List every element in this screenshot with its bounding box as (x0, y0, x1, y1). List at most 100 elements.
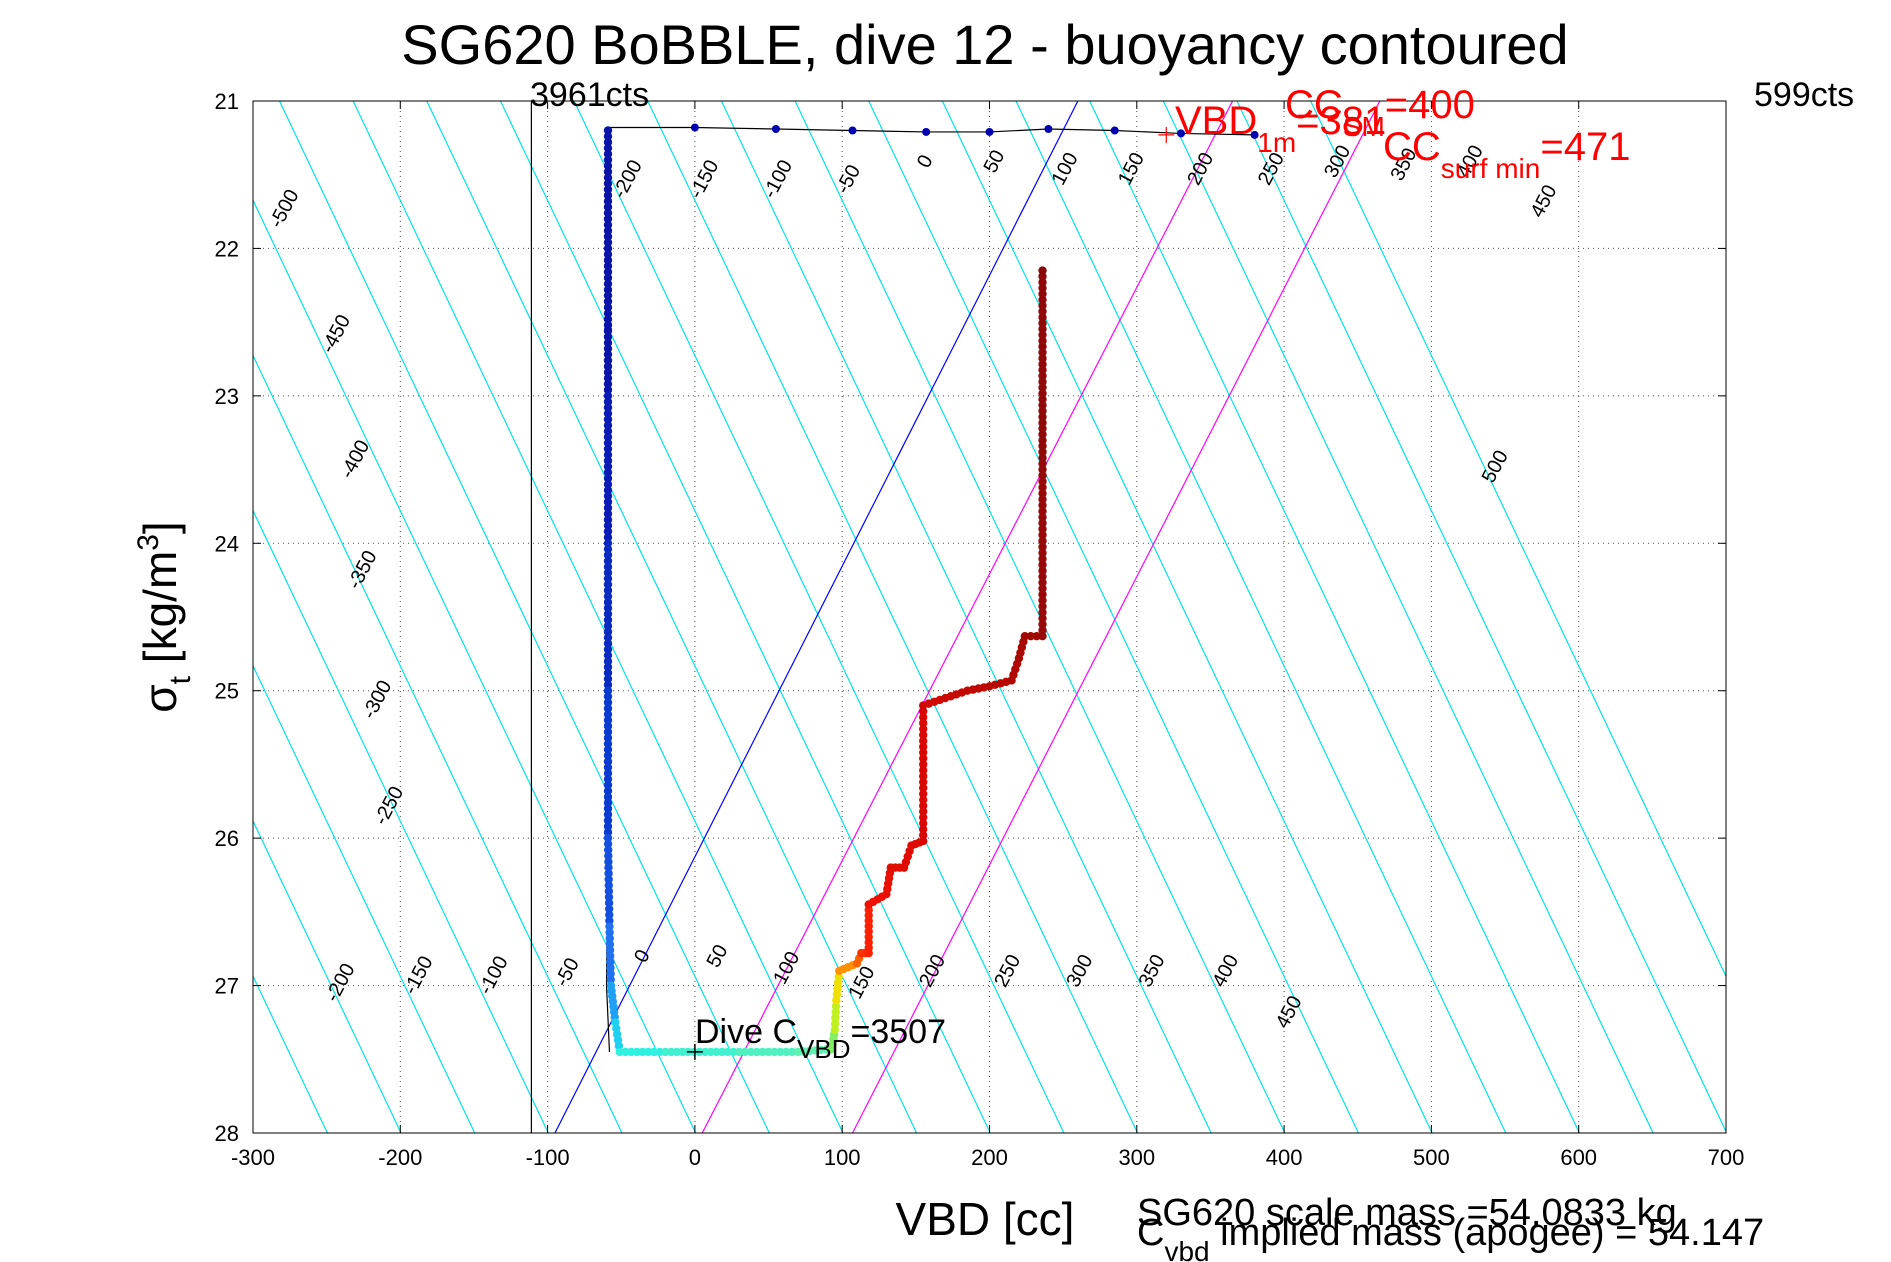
magenta-reference-line (701, 101, 1234, 1133)
profile-point (603, 704, 613, 713)
profile-point (605, 934, 614, 943)
profile-point (603, 774, 613, 784)
profile-point (1038, 324, 1047, 334)
profile-point (919, 748, 928, 757)
profile-point (1038, 536, 1047, 546)
dive-cvbd-sub: VBD (797, 1034, 850, 1064)
profile-point (1038, 620, 1047, 629)
profile-point (603, 314, 613, 324)
surface-point (771, 125, 780, 134)
contour-line (720, 101, 1212, 1133)
profile-point (1038, 371, 1047, 381)
y-tick-label: 25 (215, 679, 239, 704)
profile-point (603, 580, 613, 589)
profile-point (1038, 459, 1047, 468)
contour-label: -450 (317, 311, 355, 357)
profile-point (603, 220, 613, 230)
contour-label: -200 (321, 960, 359, 1006)
contour-line (1015, 101, 1507, 1133)
profile-point (603, 763, 613, 772)
x-axis-ticks: -300 -200 -100 0 100 200 300 400 500 600 700 (231, 101, 1744, 1170)
x-tick-label: 300 (1118, 1145, 1155, 1170)
cc-sm-value: =400 (1385, 83, 1475, 127)
x-tick-label: -100 (526, 1145, 570, 1170)
profile-point (603, 592, 613, 601)
profile-point (603, 279, 613, 289)
profile-point (1038, 614, 1047, 623)
profile-point (603, 845, 613, 855)
profile-point (605, 945, 615, 955)
profile-point (1032, 631, 1041, 641)
profile-point (919, 819, 928, 828)
profile-point (1038, 406, 1047, 416)
profile-point (603, 161, 613, 171)
profile-point (1038, 542, 1047, 552)
profile-point (1038, 524, 1047, 534)
profile-point (1038, 319, 1047, 328)
x-tick-label: 600 (1560, 1145, 1597, 1170)
profile-point (603, 362, 613, 371)
profile-point (603, 822, 613, 831)
profile-point (603, 497, 613, 507)
contour-line (941, 101, 1433, 1133)
dive-cvbd-label: Dive C (695, 1013, 797, 1051)
vbd-1m-sub: 1m (1257, 127, 1296, 158)
profile-point (1038, 301, 1047, 310)
profile-point (603, 238, 613, 247)
cc-surf-min-label: CC (1383, 125, 1441, 169)
profile-point (1038, 465, 1047, 474)
profile-point (782, 1047, 791, 1057)
profile-point (603, 680, 613, 690)
profile-point (603, 550, 613, 560)
profile-point (1038, 447, 1047, 457)
profile-point (603, 415, 613, 424)
profile-point (603, 480, 613, 489)
profile-point (603, 179, 613, 188)
profile-point (603, 456, 613, 465)
profile-point (603, 273, 613, 283)
surface-point (1250, 130, 1259, 139)
profile-point (603, 138, 613, 147)
profile-point (603, 491, 613, 501)
profile-point (603, 320, 613, 330)
profile-point (1038, 313, 1047, 322)
profile-point (603, 828, 613, 837)
surface-path-line (605, 126, 1255, 1052)
grid-lines (253, 101, 1726, 1133)
profile-point (919, 825, 928, 834)
profile-point (603, 639, 613, 648)
cc-sm-annotation: CCSM=400 (1285, 83, 1475, 142)
profile-point (831, 1007, 840, 1017)
profile-point (603, 427, 613, 436)
profile-point (1020, 631, 1030, 641)
profile-point (603, 368, 613, 377)
contour-line (499, 101, 991, 1133)
y-axis-label-sub: t (164, 675, 197, 684)
profile-point (603, 185, 613, 194)
profile-point (1038, 389, 1047, 398)
profile-point (603, 686, 613, 695)
contour-line (253, 354, 623, 1133)
profile-point (603, 769, 613, 778)
profile-point (603, 721, 613, 731)
profile-point (776, 1047, 785, 1057)
contour-line (253, 509, 549, 1133)
contour-line (1089, 101, 1580, 1133)
profile-point (919, 777, 928, 787)
contour-label: 0 (630, 946, 655, 966)
profile-point (603, 191, 613, 200)
profile-point (919, 742, 928, 751)
profile-point (603, 214, 613, 224)
y-tick-label: 23 (215, 384, 239, 409)
contour-label: -200 (609, 156, 647, 202)
profile-point (752, 1047, 761, 1057)
profile-point (603, 267, 613, 277)
implied-mass-sub: vbd (1164, 1236, 1209, 1262)
y-axis-label-close: ] (134, 521, 186, 534)
profile-point (603, 804, 613, 813)
profile-point (1038, 441, 1047, 451)
profile-point (1038, 289, 1047, 299)
contour-label: 100 (1048, 149, 1083, 189)
profile-point (606, 957, 615, 967)
profile-point (603, 474, 613, 483)
